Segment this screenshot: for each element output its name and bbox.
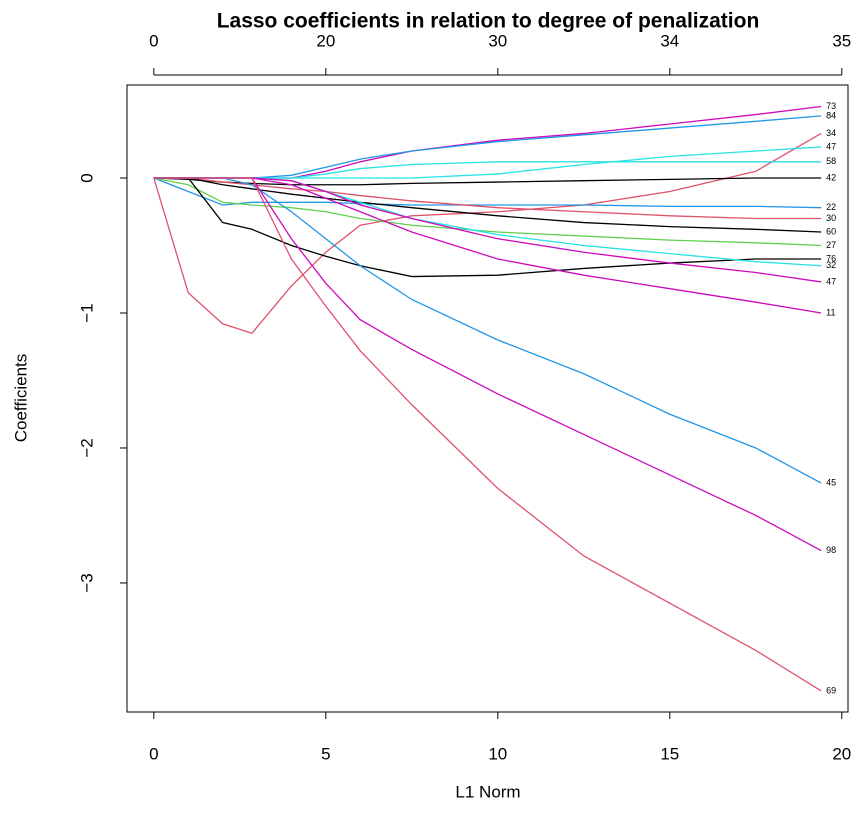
coef-line [153,177,822,278]
top-tick-label: 30 [488,31,507,50]
coef-line [153,115,822,179]
line-label: 58 [826,156,836,166]
x-tick-label: 10 [488,744,507,763]
line-label: 76 [826,253,836,263]
coef-line [153,177,822,247]
line-label: 11 [826,307,835,317]
line-label: 47 [826,141,836,151]
coef-line [153,161,822,179]
y-tick-label: 0 [77,173,96,182]
x-tick-label: 20 [832,744,851,763]
top-tick-label: 20 [316,31,335,50]
line-label: 98 [826,545,836,555]
line-label: 27 [826,240,836,250]
x-axis-label: L1 Norm [455,782,520,801]
line-label: 30 [826,213,836,223]
top-tick-label: 34 [660,31,679,50]
line-label: 60 [826,226,836,236]
coef-line [153,177,822,552]
coef-line [153,177,822,267]
chart-title: Lasso coefficients in relation to degree… [217,10,760,33]
y-tick-label: −2 [77,438,96,457]
x-tick-label: 5 [321,744,330,763]
line-label: 84 [826,110,836,120]
line-label: 32 [826,260,836,270]
coef-line [153,177,822,220]
y-tick-label: −3 [77,573,96,592]
y-axis-label: Coefficients [11,354,30,443]
plot-box [126,84,849,713]
y-tick-label: −1 [77,303,96,322]
line-label: 47 [826,276,836,286]
line-label: 22 [826,202,836,212]
coef-line [153,132,822,334]
top-tick-label: 0 [149,31,158,50]
x-tick-label: 0 [149,744,158,763]
line-label: 42 [826,172,836,182]
line-label: 73 [826,101,836,111]
coef-line [153,177,822,314]
line-label: 69 [826,685,836,695]
x-tick-label: 15 [660,744,679,763]
line-label: 45 [826,477,836,487]
top-tick-label: 35 [832,31,851,50]
coef-line [153,177,822,209]
coef-line [153,177,822,692]
line-label: 34 [826,128,836,138]
